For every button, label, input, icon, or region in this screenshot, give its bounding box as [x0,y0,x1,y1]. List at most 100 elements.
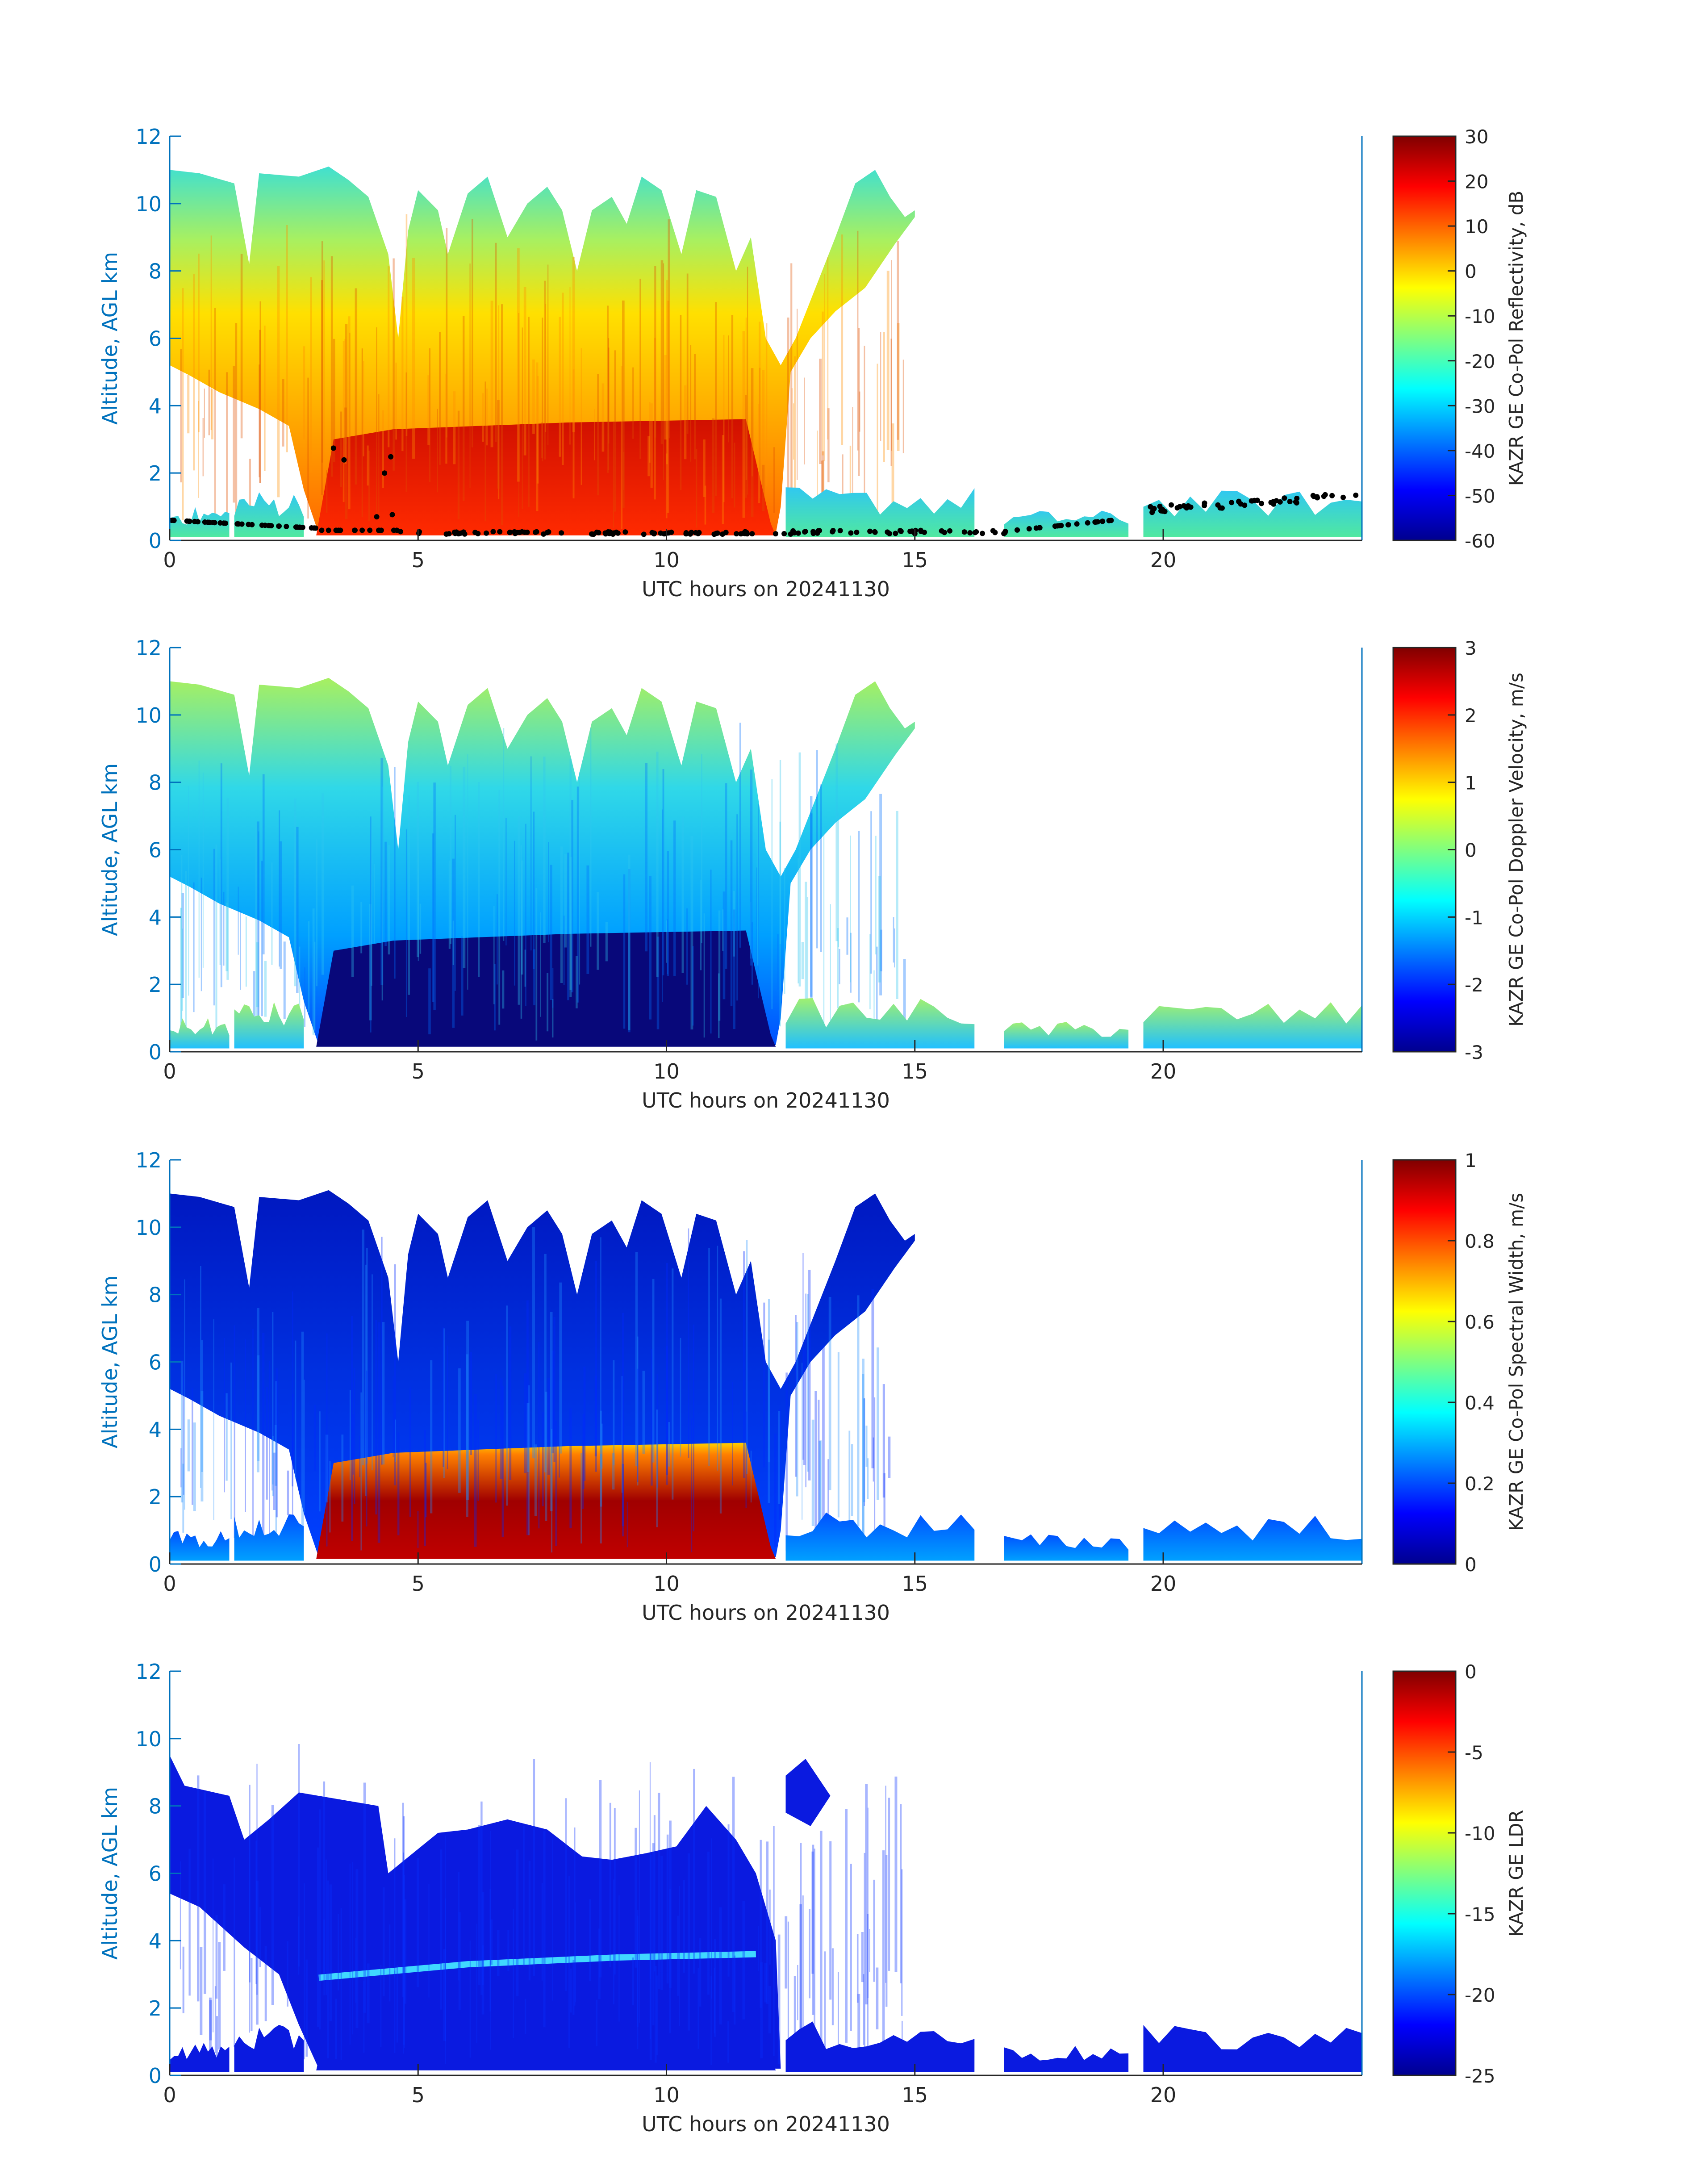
cloud-base-dot [1169,502,1174,508]
y-tick-label: 2 [149,1485,162,1509]
cloud-base-dot [663,531,668,536]
colorbar-label: KAZR GE Co-Pol Spectral Width, m/s [1505,1193,1527,1531]
cloud-base-dot [296,524,302,530]
cloud-base-dot [607,529,613,535]
cloud-base-dot [898,528,904,534]
y-tick-label: 8 [149,1794,162,1819]
cloud-base-dot [602,530,608,536]
cloud-base-dot [615,530,621,536]
x-tick-label: 15 [902,1572,928,1596]
cloud-base-dot [1001,531,1007,536]
low-cloud [170,2043,230,2072]
colorbar-tick-label: 30 [1465,126,1488,148]
cloud-base-dot [1065,522,1071,528]
cloud-base-dot [497,529,503,535]
cloud-base-dot [1108,518,1114,523]
y-tick-label: 8 [149,771,162,795]
cloud-base-dot [594,529,600,535]
colorbar-tick-label: -30 [1465,395,1495,417]
cloud-base-dot [1085,520,1090,526]
cloud-base-dot [773,531,778,537]
x-tick-label: 15 [902,2083,928,2107]
cloud-base-dot [1157,503,1163,509]
cloud-base-dot [622,529,628,535]
low-cloud [234,492,304,537]
colorbar-tick-label: -10 [1465,305,1495,327]
cloud-base-dot [187,519,192,524]
cloud-base-dot [990,528,996,534]
cloud-base-dot [1150,507,1156,513]
colorbar-tick-label: 2 [1465,705,1477,727]
y-tick-label: 2 [149,461,162,485]
cloud-base-dot [541,531,547,537]
cloud-base-dot [1219,505,1225,511]
x-tick-label: 10 [653,1572,680,1596]
cloud-base-dot [973,529,979,535]
cloud-base-dot [967,530,973,535]
colorbar-gradient [1392,135,1457,541]
cloud-base-dot [837,528,843,534]
cloud-base-dot [352,527,358,533]
cloud-base-dot [514,530,520,535]
cloud-base-dot [259,523,265,528]
cloud-base-dot [810,529,816,535]
cloud-base-dot [223,520,228,526]
colorbar-tick-label: -15 [1465,1903,1495,1925]
y-tick-label: 10 [135,192,162,216]
x-tick-label: 10 [653,1059,680,1083]
cloud-base-dot [341,457,347,463]
cloud-base-dot [1242,502,1248,508]
y-tick-label: 12 [135,636,162,660]
y-tick-label: 12 [135,1148,162,1172]
cloud-base-dot [205,519,211,525]
low-cloud [1004,2046,1129,2072]
colorbar-tick-label: 0 [1465,1554,1477,1576]
cloud-base-dot [683,531,689,537]
cloud-base-dot [1094,519,1099,525]
cloud-base-dot [309,525,314,531]
y-tick-label: 8 [149,259,162,284]
colorbar-tick-label: -2 [1465,974,1483,996]
cloud-base-dot [1037,525,1043,531]
cloud-base-dot [1282,495,1287,501]
cloud-base-dot [490,529,496,535]
colorbar-tick-label: 0.2 [1465,1473,1495,1495]
panel-1: 0 2 4 6 8 10 12 0 5 10 15 20 UTC hours on 20241130 Al… [98,125,1527,601]
y-tick-label: 0 [149,2064,162,2088]
radar-field [170,1744,1362,2072]
cloud-base-dot [559,530,564,536]
cloud-base-dot [589,531,595,537]
cloud-base-dot [922,529,927,535]
colorbar-tick-label: 0.8 [1465,1230,1495,1252]
cloud-base-dot [398,529,403,535]
panel-4: 0 2 4 6 8 10 12 0 5 10 15 20 UTC hours on 20241130 Al… [98,1660,1527,2136]
colorbar-tick-label: -60 [1465,530,1495,552]
cloud-base-dot [1287,499,1293,505]
cloud-base-dot [651,530,657,536]
cloud-base-dot [1162,509,1168,514]
cloud-base-dot [1259,501,1264,506]
colorbar-label: KAZR GE LDR [1505,1810,1527,1936]
colorbar-tick-label: -5 [1465,1742,1483,1764]
colorbar: -25 -20 -15 -10 -5 0 KAZR GE LDR [1392,1661,1527,2087]
cloud-base-dot [416,531,422,536]
y-tick-label: 0 [149,1040,162,1064]
colorbar-label: KAZR GE Co-Pol Reflectivity, dB [1505,191,1527,486]
cloud-base-dot [378,527,384,533]
y-tick-label: 4 [149,394,162,418]
x-axis-label: UTC hours on 20241130 [642,1088,890,1113]
y-tick-label: 6 [149,838,162,862]
cloud-base-dot [451,529,457,535]
y-tick-label: 6 [149,1351,162,1375]
y-tick-label: 6 [149,1862,162,1886]
low-cloud [234,2024,304,2072]
low-cloud [1143,1516,1362,1561]
colorbar-tick-label: 0 [1465,1661,1477,1683]
cloud-base-dot [749,531,755,537]
cloud-base-dot [695,531,701,536]
cloud-base-dot [330,445,336,451]
low-cloud [234,1514,304,1561]
cloud-base-dots [169,445,1359,537]
